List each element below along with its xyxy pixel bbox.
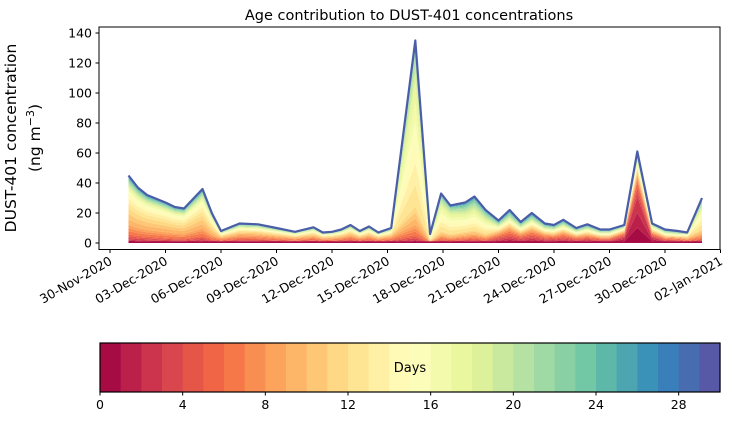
colorbar-segment xyxy=(224,343,246,392)
colorbar-segment xyxy=(616,343,638,392)
colorbar-segment xyxy=(286,343,308,392)
colorbar-tick-label: 12 xyxy=(340,397,356,412)
colorbar-segment xyxy=(182,343,204,392)
age-layer xyxy=(128,177,702,242)
colorbar-segment xyxy=(100,343,122,392)
colorbar-segment xyxy=(451,343,473,392)
units-exponent: −3 xyxy=(24,110,37,126)
colorbar-segment xyxy=(120,343,142,392)
y-tick-label: 20 xyxy=(76,206,92,221)
colorbar-segment xyxy=(699,343,721,392)
colorbar-label: Days xyxy=(394,361,427,376)
colorbar-segment xyxy=(162,343,184,392)
colorbar-segment xyxy=(575,343,597,392)
colorbar-tick-label: 4 xyxy=(179,397,187,412)
colorbar-segment xyxy=(472,343,494,392)
x-axis: 30-Nov-202003-Dec-202006-Dec-202009-Dec-… xyxy=(37,249,725,307)
colorbar-tick-label: 24 xyxy=(588,397,604,412)
y-tick-label: 100 xyxy=(68,86,92,101)
colorbar-tick-label: 16 xyxy=(423,397,439,412)
colorbar-segment xyxy=(327,343,349,392)
colorbar-segment xyxy=(410,343,432,392)
colorbar-segment xyxy=(596,343,618,392)
colorbar-segment xyxy=(244,343,266,392)
colorbar-segment xyxy=(534,343,556,392)
y-tick-label: 40 xyxy=(76,176,92,191)
colorbar-segment xyxy=(306,343,328,392)
y-tick-label: 120 xyxy=(68,56,92,71)
colorbar-segment xyxy=(678,343,700,392)
y-tick-label: 0 xyxy=(84,236,92,251)
colorbar-segment xyxy=(348,343,370,392)
colorbar-border xyxy=(99,342,721,393)
y-axis-label-line2: (ng m−3) xyxy=(24,104,44,172)
colorbar-segment xyxy=(492,343,514,392)
colorbar-segment xyxy=(368,343,390,392)
colorbar-segment xyxy=(637,343,659,392)
colorbar-segment xyxy=(554,343,576,392)
colorbar-segment xyxy=(658,343,680,392)
colorbar-segment xyxy=(430,343,452,392)
units-base: (ng m xyxy=(26,126,44,172)
colorbar-tick-label: 8 xyxy=(261,397,269,412)
colorbar-segment xyxy=(389,343,411,392)
colorbar-segment xyxy=(265,343,287,392)
colorbar-tick-label: 0 xyxy=(96,397,104,412)
area-top-edge xyxy=(127,39,704,236)
age-layer xyxy=(128,163,702,240)
colorbar: 0 4 8 12 16 20 24 28 xyxy=(96,342,721,412)
age-layer xyxy=(128,168,702,241)
y-tick-label: 80 xyxy=(76,116,92,131)
stacked-age-layers xyxy=(128,40,702,243)
y-axis-label-line1: DUST-401 concentration xyxy=(2,44,20,233)
y-axis: 0 20 40 60 80 100 120 140 xyxy=(68,26,99,251)
units-close: ) xyxy=(26,104,44,110)
chart-title: Age contribution to DUST-401 concentrati… xyxy=(245,8,573,24)
y-tick-label: 60 xyxy=(76,146,92,161)
colorbar-segment xyxy=(203,343,225,392)
y-tick-label: 140 xyxy=(68,26,92,41)
colorbar-tick-label: 28 xyxy=(671,397,687,412)
axes-spines xyxy=(98,26,721,250)
colorbar-tick-label: 20 xyxy=(505,397,521,412)
plot-border xyxy=(98,26,721,250)
colorbar-segment xyxy=(141,343,163,392)
age-layer xyxy=(128,141,702,240)
colorbar-segment xyxy=(513,343,535,392)
area-outline xyxy=(127,39,704,243)
